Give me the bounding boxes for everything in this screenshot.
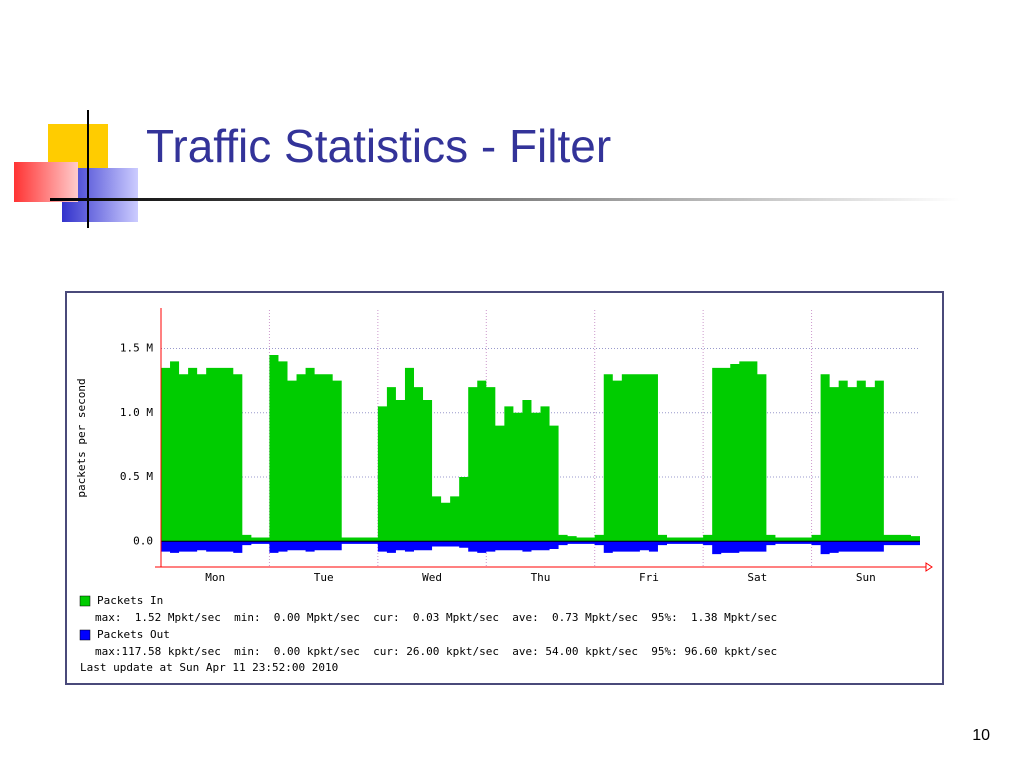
- page-number: 10: [972, 727, 990, 744]
- x-tick-label: Thu: [531, 571, 551, 584]
- deco-square: [14, 162, 78, 202]
- x-tick-label: Sat: [747, 571, 767, 584]
- x-tick-label: Wed: [422, 571, 442, 584]
- area: [161, 541, 920, 555]
- x-tick-label: Tue: [314, 571, 334, 584]
- y-tick-label: 1.0 M: [120, 406, 153, 419]
- legend-swatch: [79, 629, 91, 641]
- legend-swatch: [79, 595, 91, 607]
- y-tick-label: 0.0: [133, 534, 153, 547]
- slide-title: Traffic Statistics - Filter: [146, 120, 611, 172]
- x-tick-label: Fri: [639, 571, 659, 584]
- x-tick-label: Sun: [856, 571, 876, 584]
- legend-stats: max:117.58 kpkt/sec min: 0.00 kpkt/sec c…: [95, 645, 777, 658]
- footer: Last update at Sun Apr 11 23:52:00 2010: [80, 661, 338, 674]
- y-axis-label: packets per second: [75, 378, 88, 497]
- area: [161, 354, 920, 542]
- x-tick-label: Mon: [205, 571, 225, 584]
- y-tick-label: 1.5 M: [120, 342, 153, 355]
- y-tick-label: 0.5 M: [120, 470, 153, 483]
- legend-stats: max: 1.52 Mpkt/sec min: 0.00 Mpkt/sec cu…: [95, 611, 777, 624]
- axis-arrow: [925, 562, 933, 572]
- legend-label: Packets In: [97, 594, 163, 607]
- title-rule: [50, 198, 960, 201]
- legend-label: Packets Out: [97, 628, 170, 641]
